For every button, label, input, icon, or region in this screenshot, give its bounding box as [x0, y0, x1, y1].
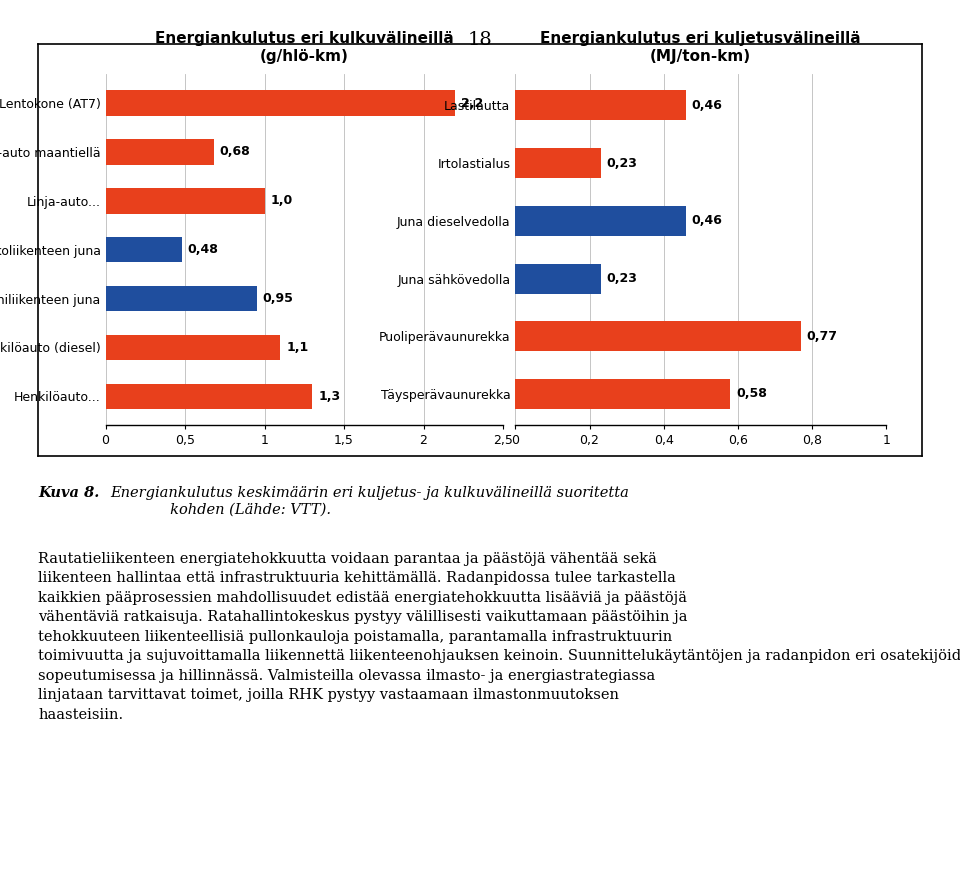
- Bar: [106, 237, 181, 263]
- Text: 0,48: 0,48: [188, 244, 219, 256]
- Text: 1,0: 1,0: [271, 194, 293, 208]
- Bar: [106, 286, 256, 311]
- Bar: [516, 90, 686, 120]
- Bar: [516, 148, 601, 178]
- Text: 0,46: 0,46: [691, 215, 723, 227]
- Bar: [106, 90, 455, 116]
- Text: 0,23: 0,23: [606, 157, 637, 170]
- Text: 2,2: 2,2: [462, 96, 484, 110]
- Bar: [106, 139, 214, 165]
- Text: 1,1: 1,1: [286, 341, 309, 354]
- Bar: [516, 379, 731, 409]
- Text: 0,77: 0,77: [806, 329, 837, 343]
- Text: Rautatieliikenteen energiatehokkuutta voidaan parantaa ja päästöjä vähentää sekä: Rautatieliikenteen energiatehokkuutta vo…: [38, 552, 960, 722]
- Text: 0,23: 0,23: [606, 272, 637, 285]
- Text: 0,46: 0,46: [691, 99, 723, 112]
- Bar: [106, 188, 265, 214]
- Text: 18: 18: [468, 31, 492, 49]
- Bar: [106, 384, 312, 409]
- Bar: [516, 206, 686, 236]
- Text: 1,3: 1,3: [318, 390, 341, 403]
- Title: Energiankulutus eri kuljetusvälineillä
(MJ/ton-km): Energiankulutus eri kuljetusvälineillä (…: [540, 32, 861, 64]
- Text: 0,58: 0,58: [736, 387, 767, 400]
- Text: Energiankulutus keskimäärin eri kuljetus- ja kulkuvälineillä suoritetta
        : Energiankulutus keskimäärin eri kuljetus…: [110, 486, 629, 516]
- Text: 0,68: 0,68: [220, 145, 251, 159]
- Text: Kuva 8.: Kuva 8.: [38, 486, 100, 500]
- Bar: [516, 321, 801, 351]
- Title: Energiankulutus eri kulkuvälineillä
(g/hlö-km): Energiankulutus eri kulkuvälineillä (g/h…: [155, 32, 454, 64]
- Bar: [106, 335, 280, 360]
- Text: 0,95: 0,95: [263, 292, 294, 305]
- Bar: [516, 264, 601, 293]
